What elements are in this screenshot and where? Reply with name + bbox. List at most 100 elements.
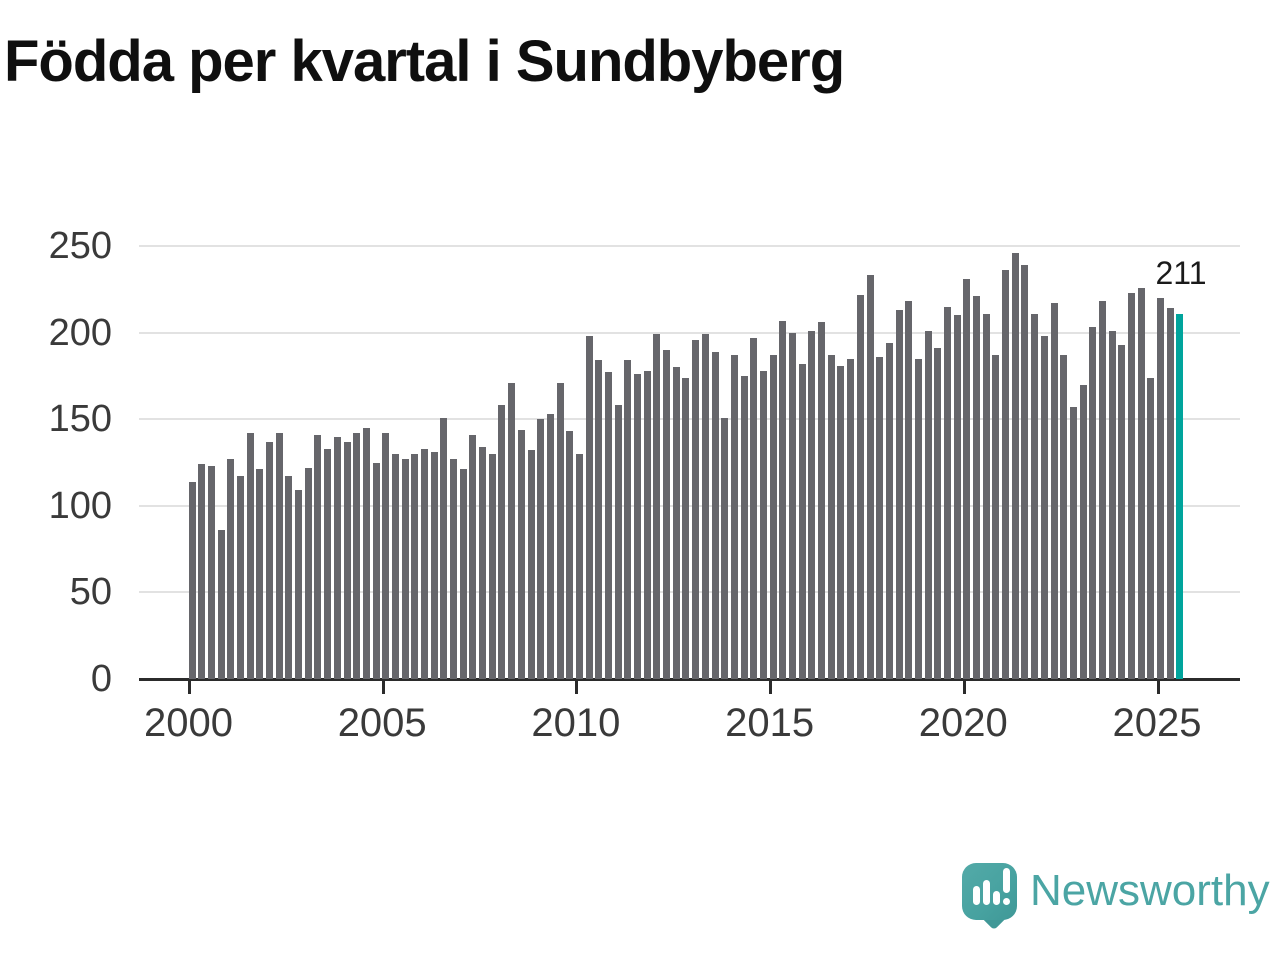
logo-chart-bar-icon xyxy=(983,880,990,905)
bar-2015-q2 xyxy=(779,320,787,679)
y-axis-label-250: 250 xyxy=(48,225,112,267)
highlight-bar-2025-q3 xyxy=(1176,313,1184,679)
gridline-y-250 xyxy=(139,245,1240,247)
bar-2014-q1 xyxy=(730,355,738,679)
bar-2021-q1 xyxy=(1002,270,1009,679)
bar-2014-q3 xyxy=(750,337,758,679)
bar-2017-q4 xyxy=(876,356,884,679)
bar-2009-q2 xyxy=(546,414,554,679)
logo-chart-bar-icon xyxy=(993,891,1000,905)
bar-2023-q1 xyxy=(1079,384,1087,679)
bar-2012-q2 xyxy=(663,349,671,679)
bar-2016-q3 xyxy=(827,355,835,679)
bar-2003-q1 xyxy=(304,467,312,679)
bar-2021-q4 xyxy=(1031,313,1039,679)
bar-2019-q3 xyxy=(943,306,951,679)
bar-2002-q2 xyxy=(275,433,283,679)
logo-exclamation-icon xyxy=(1003,868,1010,893)
x-axis-tick-2005 xyxy=(381,681,385,694)
logo-text: Newsworthy xyxy=(1030,866,1270,915)
bar-2005-q4 xyxy=(411,453,419,679)
bar-2004-q2 xyxy=(353,433,361,679)
x-axis-tick-2025 xyxy=(1156,681,1160,694)
bar-2002-q1 xyxy=(266,441,273,679)
gridline-y-200 xyxy=(139,331,1240,334)
x-axis-label-2000: 2000 xyxy=(144,701,233,745)
bar-2017-q1 xyxy=(847,358,855,679)
x-axis-tick-2010 xyxy=(575,681,579,694)
bar-2016-q2 xyxy=(818,322,825,679)
bar-2001-q1 xyxy=(227,459,235,679)
bar-2008-q4 xyxy=(527,450,535,679)
x-axis-tick-2020 xyxy=(962,681,966,694)
bar-2018-q3 xyxy=(905,301,913,679)
bar-2013-q1 xyxy=(692,339,700,679)
bar-2014-q4 xyxy=(759,370,767,679)
bar-2021-q2 xyxy=(1011,252,1019,679)
x-axis-label-2020: 2020 xyxy=(918,701,1008,745)
bar-2022-q4 xyxy=(1069,407,1077,679)
bar-2001-q3 xyxy=(246,433,254,679)
bar-2007-q3 xyxy=(479,446,487,679)
bar-2002-q4 xyxy=(295,490,302,679)
bar-2003-q2 xyxy=(314,434,322,679)
bar-2007-q1 xyxy=(459,469,467,679)
x-axis-label-2005: 2005 xyxy=(337,701,427,745)
bar-2008-q1 xyxy=(498,405,506,679)
bar-2004-q1 xyxy=(343,441,351,679)
x-axis-label-2010: 2010 xyxy=(531,701,621,745)
bar-2001-q2 xyxy=(236,476,244,679)
bar-2000-q1 xyxy=(188,481,196,679)
bar-2013-q3 xyxy=(711,351,719,679)
bar-2012-q1 xyxy=(653,334,661,679)
bar-2007-q2 xyxy=(469,434,477,679)
bar-2014-q2 xyxy=(740,375,748,679)
bar-2017-q3 xyxy=(866,275,874,679)
bar-2010-q3 xyxy=(595,360,603,679)
bar-2012-q4 xyxy=(682,377,690,679)
bar-2006-q2 xyxy=(430,452,438,679)
bar-2003-q3 xyxy=(324,448,332,679)
bar-2000-q3 xyxy=(207,466,215,679)
bar-2016-q4 xyxy=(837,365,845,679)
bar-2022-q2 xyxy=(1050,303,1058,679)
bar-2009-q1 xyxy=(537,419,545,679)
bar-2024-q4 xyxy=(1147,377,1155,679)
bar-2022-q3 xyxy=(1060,355,1068,679)
bar-2011-q3 xyxy=(634,374,641,679)
bar-2009-q4 xyxy=(566,431,574,679)
bar-2011-q4 xyxy=(643,370,651,679)
x-axis-tick-2015 xyxy=(769,681,773,694)
bar-2013-q2 xyxy=(701,334,709,679)
bar-2020-q1 xyxy=(963,278,971,679)
highlight-value-label: 211 xyxy=(1155,255,1207,291)
bar-2000-q4 xyxy=(217,530,225,679)
y-axis-label-200: 200 xyxy=(48,311,112,354)
bar-2002-q3 xyxy=(285,476,293,679)
x-axis-tick-2000 xyxy=(188,681,191,694)
bar-2004-q3 xyxy=(362,427,370,679)
bar-2023-q3 xyxy=(1098,301,1106,679)
bar-2015-q4 xyxy=(798,363,806,679)
bar-2020-q2 xyxy=(973,296,980,679)
bar-2022-q1 xyxy=(1040,336,1048,679)
bar-2007-q4 xyxy=(488,453,496,679)
y-axis-label-150: 150 xyxy=(48,398,112,441)
bar-2011-q1 xyxy=(614,405,622,679)
bar-2021-q3 xyxy=(1021,265,1029,679)
bar-2025-q2 xyxy=(1166,308,1174,679)
bar-2000-q2 xyxy=(198,464,206,679)
bar-2004-q4 xyxy=(372,462,380,679)
bar-2001-q4 xyxy=(256,469,264,679)
bar-2018-q4 xyxy=(914,358,922,679)
bar-2009-q3 xyxy=(556,382,564,679)
logo-bubble xyxy=(962,863,1017,920)
bar-2018-q1 xyxy=(885,343,893,679)
newsworthy-logo: Newsworthy xyxy=(962,862,1272,942)
bar-2020-q3 xyxy=(982,313,990,679)
y-axis-label-100: 100 xyxy=(48,484,112,527)
bar-2008-q3 xyxy=(517,429,525,679)
bar-2010-q1 xyxy=(575,453,583,679)
logo-chart-bar-icon xyxy=(973,886,980,905)
bar-2006-q1 xyxy=(420,448,428,679)
